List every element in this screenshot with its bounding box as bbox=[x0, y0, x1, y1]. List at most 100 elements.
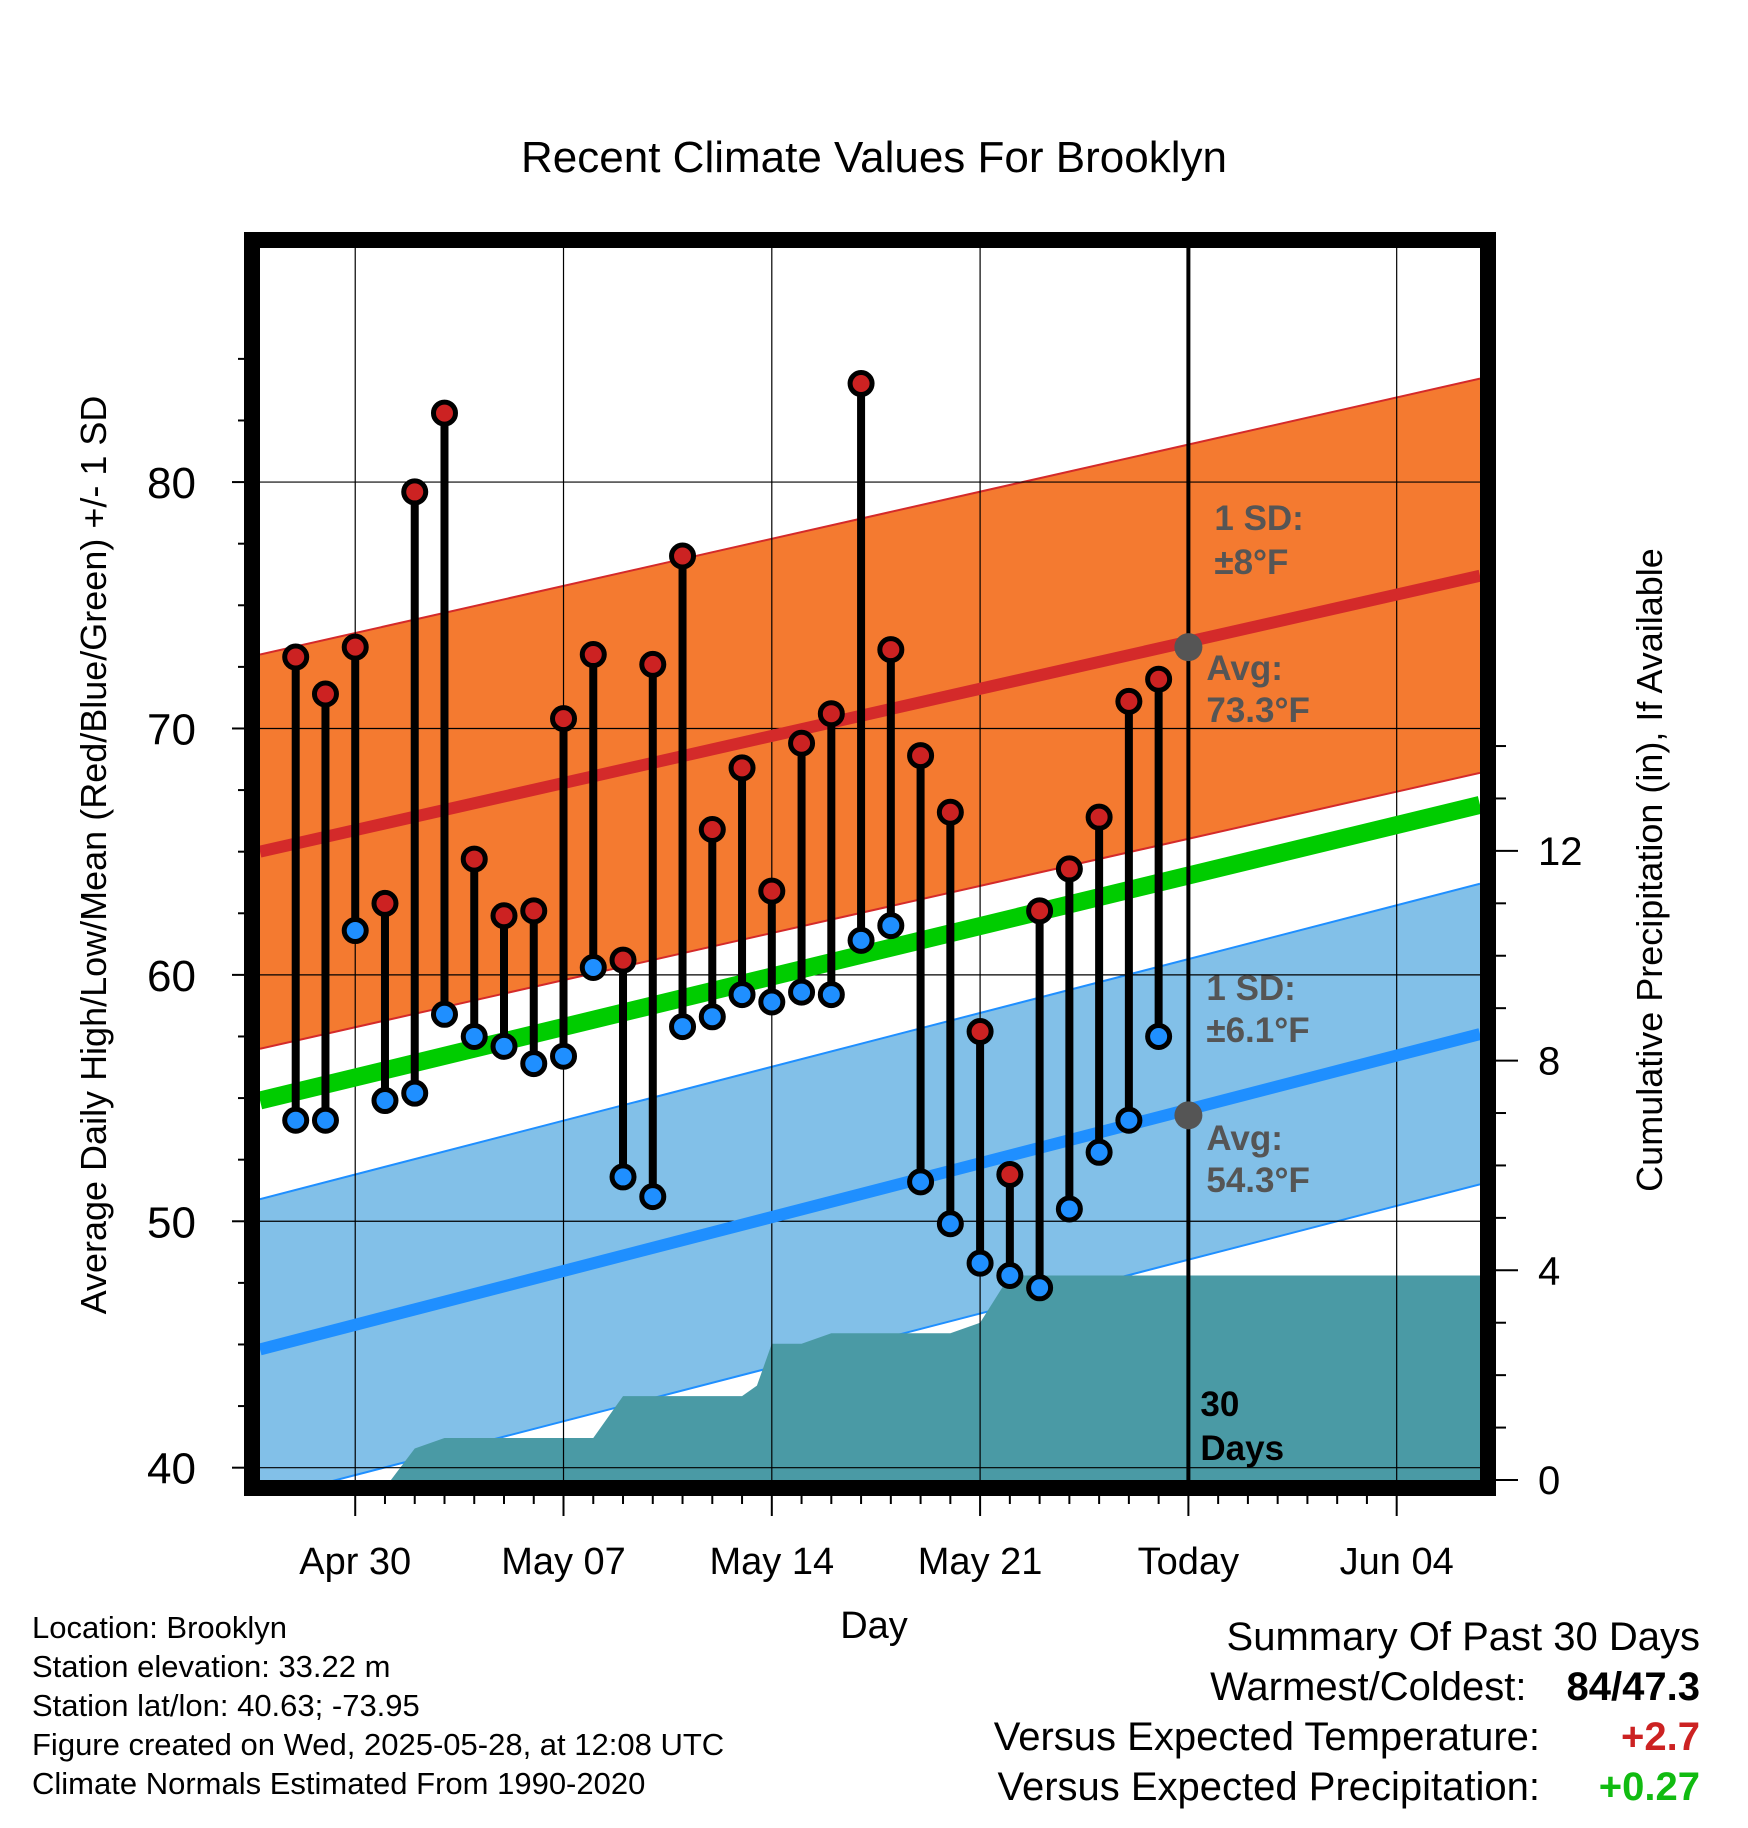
chart-title: Recent Climate Values For Brooklyn bbox=[521, 133, 1227, 182]
today-avg-high-marker bbox=[1174, 633, 1203, 662]
y-tick-label: 80 bbox=[147, 459, 196, 508]
x-axis-label: Day bbox=[840, 1605, 908, 1647]
daily-high-point bbox=[639, 650, 667, 678]
low-avg-value: 54.3°F bbox=[1206, 1161, 1310, 1200]
latlon-text: Station lat/lon: 40.63; -73.95 bbox=[32, 1688, 420, 1723]
daily-low-point bbox=[966, 1249, 994, 1277]
daily-high-point bbox=[758, 877, 786, 905]
daily-high-point bbox=[877, 636, 905, 664]
daily-high-point bbox=[1026, 897, 1054, 925]
daily-high-point bbox=[460, 845, 488, 873]
precip-anomaly-label: Versus Expected Precipitation: bbox=[997, 1765, 1540, 1809]
x-tick-label: Today bbox=[1138, 1541, 1239, 1583]
daily-high-point bbox=[847, 370, 875, 398]
window-label-number: 30 bbox=[1200, 1385, 1239, 1424]
daily-low-point bbox=[847, 926, 875, 954]
daily-high-point bbox=[1085, 803, 1113, 831]
summary-title: Summary Of Past 30 Days bbox=[1226, 1615, 1700, 1659]
daily-high-point bbox=[579, 641, 607, 669]
daily-high-point bbox=[966, 1018, 994, 1046]
y-tick-label: 60 bbox=[147, 952, 196, 1001]
low-sd-value: ±6.1°F bbox=[1206, 1011, 1309, 1050]
x-tick-label: Apr 30 bbox=[299, 1541, 411, 1583]
daily-low-point bbox=[282, 1106, 310, 1134]
daily-low-point bbox=[1145, 1022, 1173, 1050]
elevation-text: Station elevation: 33.22 m bbox=[32, 1649, 391, 1684]
daily-high-point bbox=[401, 478, 429, 506]
daily-low-point bbox=[311, 1106, 339, 1134]
y2-axis-label: Cumulative Precipitation (in), If Availa… bbox=[1629, 548, 1670, 1192]
daily-low-point bbox=[788, 978, 816, 1006]
daily-low-point bbox=[490, 1032, 518, 1060]
high-avg-label: Avg: bbox=[1206, 649, 1282, 688]
daily-high-point bbox=[311, 680, 339, 708]
daily-low-point bbox=[669, 1013, 697, 1041]
precip-area bbox=[260, 1275, 1480, 1480]
warm-cold-label: Warmest/Coldest: bbox=[1210, 1665, 1527, 1709]
daily-high-point bbox=[936, 798, 964, 826]
daily-low-point bbox=[996, 1261, 1024, 1289]
y-tick-label: 50 bbox=[147, 1198, 196, 1247]
summary-panel: Summary Of Past 30 Days Warmest/Coldest:… bbox=[994, 1612, 1700, 1812]
location-text: Location: Brooklyn bbox=[32, 1610, 288, 1645]
daily-low-point bbox=[817, 981, 845, 1009]
daily-low-point bbox=[371, 1087, 399, 1115]
daily-high-point bbox=[907, 742, 935, 770]
daily-high-point bbox=[609, 946, 637, 974]
daily-high-point bbox=[1115, 687, 1143, 715]
daily-high-point bbox=[817, 700, 845, 728]
precip-anomaly-value: +0.27 bbox=[1598, 1765, 1700, 1809]
y2-tick-label: 4 bbox=[1538, 1249, 1560, 1293]
daily-low-point bbox=[758, 988, 786, 1016]
y2-tick-label: 12 bbox=[1538, 830, 1583, 874]
warm-cold-value: 84/47.3 bbox=[1566, 1665, 1700, 1709]
daily-low-point bbox=[877, 912, 905, 940]
y2-tick-label: 0 bbox=[1538, 1459, 1560, 1503]
normal-high-line bbox=[260, 569, 1480, 858]
created-text: Figure created on Wed, 2025-05-28, at 12… bbox=[32, 1727, 725, 1762]
daily-low-point bbox=[460, 1022, 488, 1050]
daily-low-point bbox=[639, 1183, 667, 1211]
y-tick-label: 40 bbox=[147, 1445, 196, 1494]
daily-high-point bbox=[698, 816, 726, 844]
normal-high-band-lower-edge bbox=[260, 771, 1480, 1050]
temp-anomaly-value: +2.7 bbox=[1621, 1715, 1700, 1759]
daily-low-point bbox=[907, 1168, 935, 1196]
y2-tick-label: 8 bbox=[1538, 1040, 1560, 1084]
daily-low-point bbox=[520, 1050, 548, 1078]
daily-low-point bbox=[341, 917, 369, 945]
high-sd-label: 1 SD: bbox=[1214, 499, 1303, 538]
daily-high-point bbox=[430, 399, 458, 427]
daily-high-point bbox=[788, 729, 816, 757]
daily-low-point bbox=[936, 1210, 964, 1238]
normal-low-line bbox=[260, 1028, 1480, 1356]
daily-high-point bbox=[341, 633, 369, 661]
x-tick-label: May 21 bbox=[918, 1541, 1043, 1583]
daily-high-point bbox=[996, 1160, 1024, 1188]
y-tick-label: 70 bbox=[147, 705, 196, 754]
temp-anomaly-row: Versus Expected Temperature: +2.7 bbox=[994, 1712, 1700, 1762]
warm-cold-row: Warmest/Coldest: 84/47.3 bbox=[994, 1662, 1700, 1712]
normal-low-band-upper-edge bbox=[260, 882, 1480, 1201]
daily-low-point bbox=[579, 953, 607, 981]
daily-low-point bbox=[430, 1000, 458, 1028]
daily-high-point bbox=[490, 902, 518, 930]
daily-low-point bbox=[1026, 1274, 1054, 1302]
plot-frame bbox=[244, 232, 1496, 1496]
daily-high-point bbox=[1055, 855, 1083, 883]
precip-anomaly-row: Versus Expected Precipitation: +0.27 bbox=[994, 1762, 1700, 1812]
x-tick-label: May 07 bbox=[501, 1541, 626, 1583]
low-avg-label: Avg: bbox=[1206, 1119, 1282, 1158]
window-label-text: Days bbox=[1200, 1429, 1284, 1468]
y-axis-label: Average Daily High/Low/Mean (Red/Blue/Gr… bbox=[73, 396, 114, 1315]
daily-low-point bbox=[1055, 1195, 1083, 1223]
x-tick-label: Jun 04 bbox=[1340, 1541, 1454, 1583]
daily-high-point bbox=[282, 643, 310, 671]
today-avg-low-marker bbox=[1174, 1101, 1203, 1130]
daily-low-point bbox=[550, 1042, 578, 1070]
x-tick-label: May 14 bbox=[709, 1541, 834, 1583]
normal-mean-line bbox=[260, 796, 1480, 1110]
